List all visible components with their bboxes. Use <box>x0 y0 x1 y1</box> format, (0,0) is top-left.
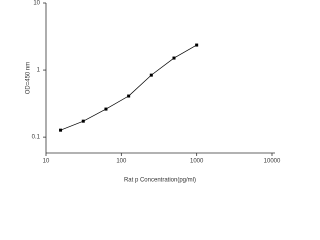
x-tick-label: 100 <box>116 159 127 165</box>
data-line <box>60 44 197 131</box>
y-axis-label: OD=450 nm <box>26 62 32 95</box>
data-point <box>104 107 108 111</box>
x-tick-label: 1000 <box>190 159 204 165</box>
x-axis-label: Rat p Concentration(pg/ml) <box>124 178 196 184</box>
y-tick-label: 10 <box>33 1 40 7</box>
data-point <box>59 128 63 132</box>
y-tick-label: 0.1 <box>32 135 41 141</box>
x-tick-label: 10000 <box>264 159 281 165</box>
y-tick-label: 1 <box>37 68 41 74</box>
chart: OD=450 nm Rat p Concentration(pg/ml) 10 1… <box>26 1 281 184</box>
data-point <box>81 119 85 123</box>
data-point <box>127 94 131 98</box>
x-tick-label: 10 <box>43 159 50 165</box>
data-point <box>149 73 153 77</box>
data-point <box>195 43 199 47</box>
data-point <box>172 56 176 60</box>
